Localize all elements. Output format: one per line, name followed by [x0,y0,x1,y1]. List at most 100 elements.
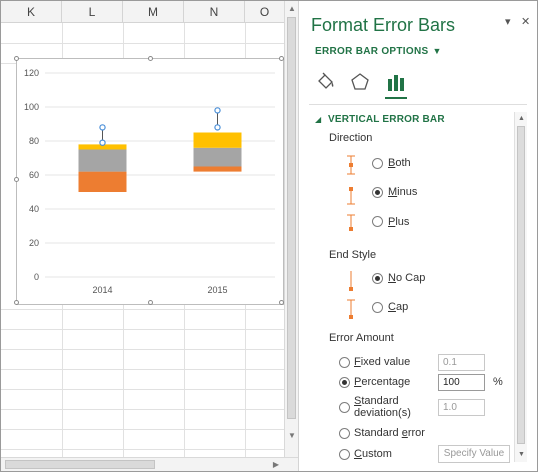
options-label: ERROR BAR OPTIONS [315,46,429,57]
y-tick-label: 60 [29,170,39,180]
bar-segment [78,171,127,192]
column-header-m[interactable]: M [123,1,184,23]
pane-title: Format Error Bars [311,15,456,35]
scroll-thumb[interactable] [517,126,525,444]
bar-segment [78,149,127,172]
column-header-k[interactable]: K [1,1,62,23]
fixed-value-radio[interactable] [339,357,350,368]
gridline [1,369,284,370]
fixed-value-label[interactable]: Fixed value [354,356,411,368]
error-bar-handle-bottom [99,139,106,146]
error-bar-both-icon [344,154,358,181]
error-bar-options-dropdown[interactable]: ERROR BAR OPTIONS ▼ [315,46,442,57]
end-style-label: End Style [329,249,377,261]
x-tick-label: 2015 [207,285,227,295]
end-style-no-cap-radio[interactable] [372,273,383,284]
y-tick-label: 0 [34,272,39,282]
direction-minus-label[interactable]: Minus [388,186,418,198]
percentage-label[interactable]: Percentage [354,376,411,388]
gridline [1,389,284,390]
error-bar-handle-bottom [214,124,221,131]
column-header-n[interactable]: N [184,1,245,23]
pane-vertical-scrollbar[interactable]: ▲ ▼ [514,112,527,462]
x-tick-label: 2014 [92,285,112,295]
resize-handle[interactable] [14,177,19,182]
scroll-thumb[interactable] [5,460,155,469]
custom-label[interactable]: Custom [354,448,392,460]
error-bar-minus-icon [344,184,358,211]
resize-handle[interactable] [148,300,153,305]
standard-deviation-label[interactable]: Standard deviation(s) [354,395,411,419]
direction-plus-radio[interactable] [372,216,383,227]
y-tick-label: 120 [24,68,39,78]
standard-deviation-radio[interactable] [339,402,350,413]
resize-handle[interactable] [279,300,284,305]
column-header-o[interactable]: O [259,5,270,19]
bar-segment [193,132,242,148]
direction-label: Direction [329,132,373,144]
direction-both-radio[interactable] [372,158,383,169]
scroll-down-arrow-icon[interactable]: ▼ [518,451,525,458]
direction-plus-label[interactable]: Plus [388,216,410,228]
fixed-value-input[interactable]: 0.1 [438,354,485,371]
error-bar-handle-top [99,124,106,131]
end-style-cap-label[interactable]: Cap [388,301,409,313]
resize-handle[interactable] [279,56,284,61]
y-tick-label: 100 [24,102,39,112]
error-bar-plus-icon [344,212,358,239]
error-amount-label: Error Amount [329,332,394,344]
sheet-vertical-scrollbar[interactable]: ▲ ▼ [284,1,298,457]
end-style-no-cap-label[interactable]: No Cap [388,272,426,284]
bar-segment [78,144,127,150]
active-tab-indicator [385,97,407,99]
chart-svg: 0 20 40 60 80 100 120 2014 2015 [24,68,275,295]
standard-error-label[interactable]: Standard error [354,427,425,439]
end-style-cap-radio[interactable] [372,302,383,313]
error-bar-handle-top [214,107,221,114]
scroll-down-arrow-icon[interactable]: ▼ [288,431,296,440]
y-tick-label: 80 [29,136,39,146]
standard-error-radio[interactable] [339,428,350,439]
bar-options-icon[interactable] [385,71,407,98]
effects-pentagon-icon[interactable] [349,71,371,98]
y-tick-label: 20 [29,238,39,248]
direction-both-label[interactable]: Both [388,157,411,169]
spreadsheet: K L M N O ▲ ▼ ▶ 0 20 40 60 80 100 120 2014 2015 [1,1,298,471]
scroll-right-arrow-icon[interactable]: ▶ [272,460,280,469]
resize-handle[interactable] [148,56,153,61]
format-error-bars-pane: Format Error Bars ▾ ✕ ERROR BAR OPTIONS ▼… [298,1,537,471]
divider [309,104,527,105]
column-header-row: K L M N O [1,1,284,23]
gridline [1,309,284,310]
sheet-horizontal-scrollbar[interactable]: ▶ [1,457,298,471]
collapse-triangle-icon[interactable]: ◢ [315,115,322,124]
direction-minus-radio[interactable] [372,187,383,198]
y-tick-label: 40 [29,204,39,214]
end-cap-icon [344,297,358,326]
standard-deviation-input[interactable]: 1.0 [438,399,485,416]
pane-options-dropdown-icon[interactable]: ▾ [505,16,511,28]
bar-segment [193,147,242,167]
scroll-up-arrow-icon[interactable]: ▲ [518,115,525,122]
custom-radio[interactable] [339,449,350,460]
chevron-down-icon: ▼ [432,46,442,56]
scroll-up-arrow-icon[interactable]: ▲ [288,4,296,13]
gridline [1,349,284,350]
resize-handle[interactable] [14,56,19,61]
percent-sign: % [493,376,503,388]
column-header-l[interactable]: L [62,1,123,23]
close-icon[interactable]: ✕ [521,16,531,28]
section-title[interactable]: VERTICAL ERROR BAR [328,114,445,125]
fill-line-icon[interactable] [315,71,337,98]
gridline [1,329,284,330]
scroll-thumb[interactable] [287,17,296,419]
resize-handle[interactable] [14,300,19,305]
chart-area[interactable]: 0 20 40 60 80 100 120 2014 2015 [14,56,284,305]
percentage-input[interactable]: 100 [438,374,485,391]
gridline [1,449,284,450]
gridline [1,43,284,44]
specify-value-button[interactable]: Specify Value [438,445,510,463]
gridline [1,409,284,410]
bar-segment [193,166,242,172]
percentage-radio[interactable] [339,377,350,388]
